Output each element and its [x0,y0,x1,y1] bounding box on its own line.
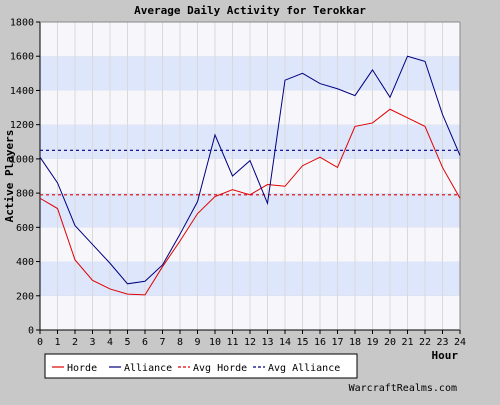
x-tick-label: 14 [279,337,291,348]
x-tick-label: 19 [366,337,378,348]
x-tick-label: 18 [349,337,361,348]
x-tick-label: 2 [72,337,78,348]
x-tick-label: 1 [54,337,60,348]
x-tick-label: 3 [89,337,95,348]
y-tick-label: 0 [28,326,34,337]
x-axis-ticks: 0 1 2 3 4 5 6 7 8 9 10 11 12 13 14 15 16 17 18 19 20 21 22 23 24 [37,330,466,348]
x-tick-label: 11 [226,337,238,348]
x-tick-label: 5 [124,337,130,348]
x-tick-label: 21 [401,337,413,348]
y-tick-label: 800 [16,189,34,200]
y-tick-label: 1800 [10,18,34,29]
credit-text: WarcraftRealms.com [349,383,457,394]
x-tick-label: 10 [209,337,221,348]
x-tick-label: 0 [37,337,43,348]
x-tick-label: 23 [436,337,448,348]
legend-label-alliance: Alliance [124,363,172,374]
y-axis-label: Active Players [3,130,16,223]
y-tick-label: 1200 [10,120,34,131]
chart-title: Average Daily Activity for Terokkar [134,4,366,17]
y-tick-label: 1600 [10,52,34,63]
legend: Horde Alliance Avg Horde Avg Alliance [44,353,358,379]
horde-series-line [39,108,461,296]
x-tick-label: 15 [296,337,308,348]
x-tick-label: 9 [194,337,200,348]
x-tick-label: 13 [261,337,273,348]
y-tick-label: 1000 [10,154,34,165]
legend-box [44,353,358,379]
series-lines [39,55,461,296]
x-tick-label: 8 [177,337,183,348]
y-axis-ticks: 0 200 400 600 800 1000 1200 1400 1600 1800 [10,18,40,337]
y-tick-label: 600 [16,223,34,234]
x-tick-label: 6 [142,337,148,348]
y-tick-label: 400 [16,257,34,268]
x-tick-label: 24 [454,337,466,348]
x-tick-label: 17 [331,337,343,348]
grid-lines [39,22,461,330]
y-tick-label: 1400 [10,86,34,97]
x-tick-label: 22 [419,337,431,348]
legend-label-horde: Horde [67,363,97,374]
x-tick-label: 16 [314,337,326,348]
legend-label-avg-horde: Avg Horde [193,363,247,374]
alliance-series-line [39,55,461,285]
x-axis-label: Hour [432,349,459,362]
x-tick-label: 7 [159,337,165,348]
x-tick-label: 4 [107,337,113,348]
x-tick-label: 12 [244,337,256,348]
y-tick-label: 200 [16,291,34,302]
x-tick-label: 20 [384,337,396,348]
legend-label-avg-alliance: Avg Alliance [268,363,340,374]
